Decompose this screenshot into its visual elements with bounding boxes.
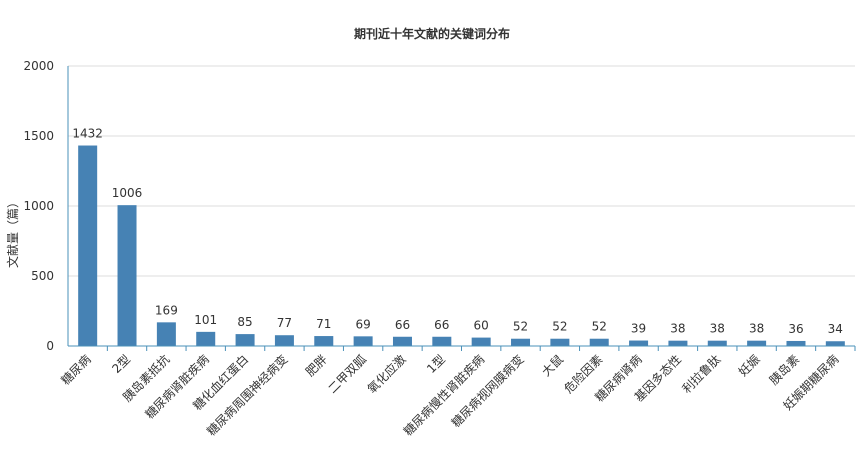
bar[interactable] bbox=[235, 334, 255, 346]
data-label: 1006 bbox=[112, 186, 143, 200]
x-tick-label: 大鼠 bbox=[539, 352, 566, 379]
x-tick-label: 糖尿病视网膜病变 bbox=[448, 352, 526, 430]
bar[interactable] bbox=[511, 338, 531, 346]
data-label: 101 bbox=[194, 313, 217, 327]
x-tick-label: 妊娠 bbox=[736, 352, 763, 379]
chart-title: 期刊近十年文献的关键词分布 bbox=[354, 26, 510, 41]
y-tick-label: 0 bbox=[46, 339, 54, 353]
bar[interactable] bbox=[786, 340, 806, 346]
bar[interactable] bbox=[747, 340, 767, 346]
y-tick-label: 1500 bbox=[23, 129, 54, 143]
data-label: 34 bbox=[828, 322, 843, 336]
x-tick-label: 利拉鲁肽 bbox=[679, 352, 724, 397]
bars bbox=[78, 145, 845, 346]
bar[interactable] bbox=[156, 322, 176, 346]
axes bbox=[67, 66, 856, 351]
data-label: 169 bbox=[155, 303, 178, 317]
x-tick-label: 二甲双胍 bbox=[325, 352, 370, 397]
data-label: 52 bbox=[552, 320, 567, 334]
data-label: 39 bbox=[631, 322, 646, 336]
x-tick-label: 胰岛素 bbox=[766, 352, 802, 388]
y-tick-label: 2000 bbox=[23, 59, 54, 73]
data-label: 38 bbox=[670, 322, 685, 336]
data-label: 66 bbox=[434, 318, 449, 332]
bar[interactable] bbox=[668, 340, 688, 346]
x-tick-label: 肥胖 bbox=[303, 352, 330, 379]
bar[interactable] bbox=[78, 145, 98, 346]
bar[interactable] bbox=[707, 340, 727, 346]
data-label: 52 bbox=[592, 320, 607, 334]
y-tick-label: 500 bbox=[31, 269, 54, 283]
data-label: 1432 bbox=[72, 127, 103, 141]
y-tick-label: 1000 bbox=[23, 199, 54, 213]
data-label: 60 bbox=[474, 319, 489, 333]
bar[interactable] bbox=[825, 341, 845, 346]
bar[interactable] bbox=[629, 340, 649, 346]
x-tick-label: 1型 bbox=[424, 352, 448, 376]
data-label: 52 bbox=[513, 320, 528, 334]
data-label: 85 bbox=[237, 315, 252, 329]
bar[interactable] bbox=[471, 337, 491, 346]
data-label: 38 bbox=[710, 322, 725, 336]
bar[interactable] bbox=[432, 336, 452, 346]
bar[interactable] bbox=[353, 336, 373, 346]
bar[interactable] bbox=[589, 338, 609, 346]
bar[interactable] bbox=[392, 336, 412, 346]
data-label: 66 bbox=[395, 318, 410, 332]
bar[interactable] bbox=[274, 335, 294, 346]
data-label: 36 bbox=[788, 322, 803, 336]
y-tick-labels: 0 500 1000 1500 2000 bbox=[23, 59, 54, 353]
data-label: 38 bbox=[749, 322, 764, 336]
x-tick-label: 2型 bbox=[109, 352, 133, 376]
data-label: 71 bbox=[316, 317, 331, 331]
bar[interactable] bbox=[550, 338, 570, 346]
data-label: 77 bbox=[277, 316, 292, 330]
data-label: 69 bbox=[355, 317, 370, 331]
gridlines bbox=[68, 65, 855, 277]
bar[interactable] bbox=[314, 336, 334, 346]
bar[interactable] bbox=[196, 331, 216, 346]
data-labels: 1432 1006 169 101 85 77 71 69 66 66 60 52 52 52 39 38 38… bbox=[72, 127, 843, 337]
y-axis-label: 文献量（篇） bbox=[5, 196, 20, 268]
bar[interactable] bbox=[117, 205, 137, 346]
x-tick-label: 氧化应激 bbox=[364, 352, 409, 397]
x-tick-label: 糖尿病 bbox=[58, 352, 94, 388]
